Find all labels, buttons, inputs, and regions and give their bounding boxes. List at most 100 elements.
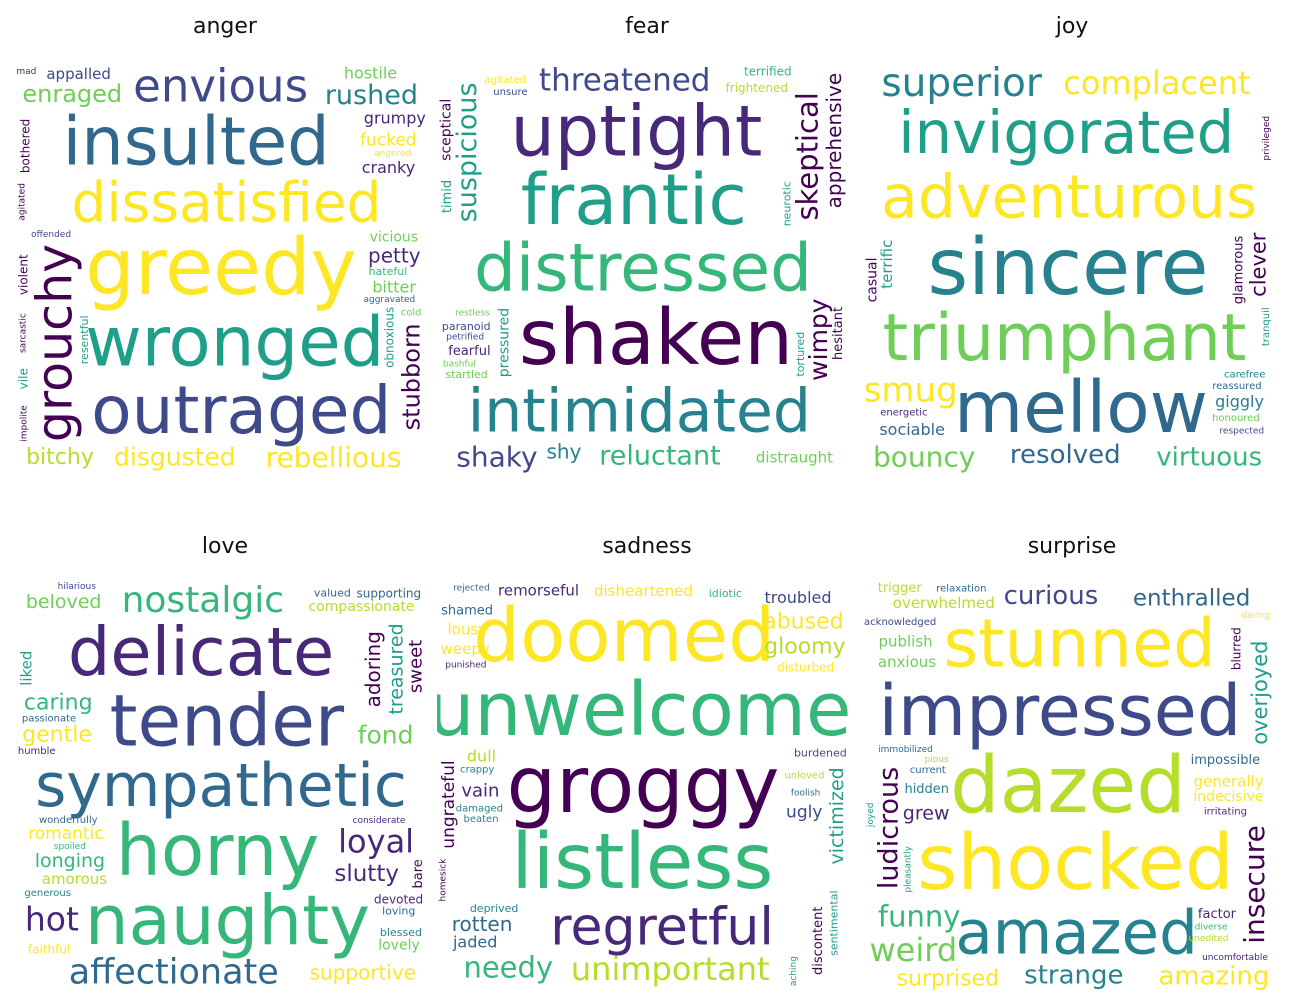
wordcloud-word: immobilized xyxy=(878,745,933,755)
wordcloud-word: nostalgic xyxy=(122,580,284,621)
wordcloud-word: naughty xyxy=(85,881,370,961)
wordcloud-panel-surprise: surprise dazed shocked impressed stunned ama… xyxy=(862,530,1282,992)
wordcloud-word: regretful xyxy=(550,897,774,957)
wordcloud-word: indecisive xyxy=(1193,789,1263,805)
wordcloud-word: beloved xyxy=(26,591,102,613)
wordcloud-word: glamorous xyxy=(1232,236,1247,305)
wordcloud-word: tender xyxy=(110,680,345,763)
wordcloud-word: pleasantly xyxy=(904,845,914,892)
wordcloud-word: tranquil xyxy=(1261,307,1272,346)
wordcloud-word: obnoxious xyxy=(382,307,396,368)
wordcloud-word: ludicrous xyxy=(874,767,905,889)
wordcloud-word: grouchy xyxy=(26,244,83,442)
wordcloud-word: vile xyxy=(16,368,30,389)
wordcloud-word: amazed xyxy=(955,897,1197,968)
wordcloud-word: suspicious xyxy=(452,82,483,222)
wordcloud-word: apprehensive xyxy=(822,73,846,209)
wordcloud-word: sincere xyxy=(928,223,1209,313)
panel-title: fear xyxy=(625,14,669,39)
panel-title: joy xyxy=(1055,14,1089,39)
wordcloud-word: devoted xyxy=(374,892,423,906)
wordcloud-word: fearful xyxy=(448,344,490,359)
wordcloud-word: skeptical xyxy=(790,92,824,220)
wordcloud-word: aching xyxy=(789,956,799,986)
wordcloud-word: bitchy xyxy=(26,445,94,470)
wordcloud-word: impressed xyxy=(878,670,1241,752)
wordcloud-word: bitter xyxy=(372,278,416,297)
wordcloud-word: jaded xyxy=(452,933,497,952)
wordcloud-word: shaky xyxy=(456,441,537,474)
wordcloud-word: amorous xyxy=(42,870,108,888)
wordcloud-word: troubled xyxy=(765,588,832,607)
wordcloud-word: relaxation xyxy=(936,584,986,595)
wordcloud-word: grew xyxy=(903,802,950,824)
wordcloud-word: longing xyxy=(35,850,105,872)
wordcloud-word: pious xyxy=(925,755,949,765)
wordcloud-word: mellow xyxy=(954,366,1208,449)
wordcloud-word: hostile xyxy=(344,64,397,83)
wordcloud-word: stubborn xyxy=(398,323,426,430)
wordcloud-word: sociable xyxy=(879,420,945,439)
wordcloud-word: affectionate xyxy=(69,953,279,992)
wordcloud-panel-fear: fear distressed shaken frantic uptight intim… xyxy=(437,10,857,474)
wordcloud-word: deprived xyxy=(470,902,519,915)
wordcloud-word: hilarious xyxy=(58,582,97,592)
wordcloud-word: petty xyxy=(368,244,421,268)
wordcloud-word: compassionate xyxy=(309,599,415,615)
wordcloud-word: delicate xyxy=(68,613,334,691)
wordcloud-word: reluctant xyxy=(599,440,720,471)
wordcloud-word: paranoid xyxy=(442,320,491,333)
wordcloud-word: fucked xyxy=(360,131,417,151)
wordcloud-word: generally xyxy=(1194,773,1264,791)
wordcloud-panel-joy: joy sincere triumphant adventurous invigora… xyxy=(862,10,1282,474)
wordcloud-word: adoring xyxy=(361,631,385,707)
wordcloud-word: listless xyxy=(511,818,773,907)
wordcloud-word: petrified xyxy=(446,333,484,343)
wordcloud-word: respected xyxy=(1219,426,1264,436)
wordcloud-word: uncomfortable xyxy=(1202,953,1268,963)
wordcloud-word: unsure xyxy=(493,87,527,98)
wordcloud-word: grumpy xyxy=(364,108,426,127)
wordcloud-word: enthralled xyxy=(1133,585,1250,611)
wordcloud-word: acknowledged xyxy=(864,617,936,628)
wordcloud-word: resentful xyxy=(78,315,91,364)
wordcloud-word: factor xyxy=(1198,907,1237,922)
wordcloud-word: trigger xyxy=(878,581,923,596)
wordcloud-word: lovely xyxy=(378,938,420,954)
wordcloud-word: liked xyxy=(17,651,35,686)
panel-title: anger xyxy=(193,14,257,39)
wordcloud-word: cold xyxy=(401,308,422,319)
wordcloud-word: clever xyxy=(1247,232,1271,297)
wordcloud-word: shaken xyxy=(519,294,793,383)
wordcloud-word: distressed xyxy=(474,230,812,307)
wordcloud-word: impolite xyxy=(19,405,29,442)
wordcloud-word: hidden xyxy=(904,782,949,797)
wordcloud-word: daring xyxy=(1241,611,1270,621)
panel-title: sadness xyxy=(602,534,692,559)
wordcloud-word: enraged xyxy=(22,80,122,108)
wordcloud-panel-anger: anger greedy dissatisfied wronged insulted o… xyxy=(15,10,435,474)
wordcloud-word: bashful xyxy=(443,360,476,370)
wordcloud-word: angered xyxy=(374,149,411,159)
wordcloud-word: abused xyxy=(763,610,843,635)
wordcloud-word: threatened xyxy=(539,63,711,99)
wordcloud-word: remorseful xyxy=(498,581,579,599)
wordcloud-word: treasured xyxy=(386,623,408,714)
wordcloud-word: tortured xyxy=(794,332,807,377)
wordcloud-word: violent xyxy=(17,254,31,295)
wordcloud-word: cranky xyxy=(362,158,415,177)
wordcloud-word: resolved xyxy=(1010,440,1121,470)
wordcloud-word: startled xyxy=(445,368,487,381)
wordcloud-word: sarcastic xyxy=(19,313,29,353)
wordcloud-word: joyed xyxy=(866,803,876,829)
wordcloud-word: overwhelmed xyxy=(893,594,995,612)
wordcloud-word: amazing xyxy=(1158,961,1269,991)
wordcloud-word: generous xyxy=(24,888,71,899)
wordcloud-word: current xyxy=(910,765,946,776)
wordcloud-word: rushed xyxy=(325,80,418,111)
wordcloud-word: foolish xyxy=(791,789,821,799)
wordcloud-word: diverse xyxy=(1195,923,1228,933)
wordcloud-word: beaten xyxy=(464,814,499,825)
